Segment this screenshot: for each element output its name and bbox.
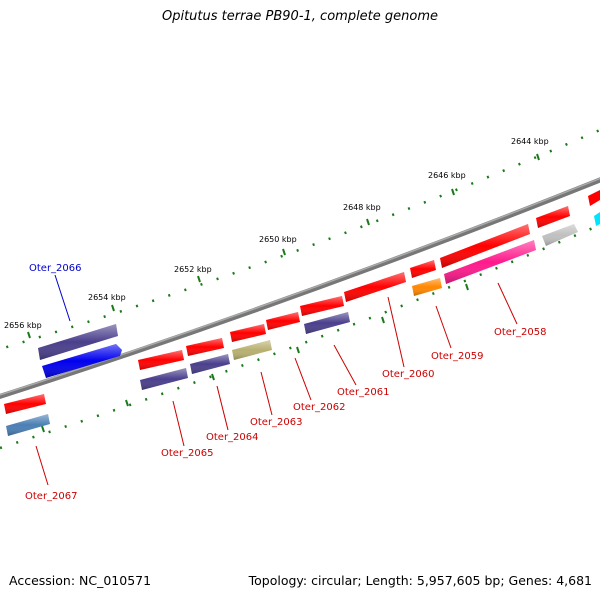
gene-track-outer bbox=[4, 190, 600, 414]
accession-text: Accession: NC_010571 bbox=[9, 573, 152, 588]
gene-inner-cyan[interactable] bbox=[594, 212, 600, 226]
gene-shading-inner bbox=[6, 224, 578, 436]
gene-label-oter-2066: Oter_2066 bbox=[29, 263, 82, 274]
ruler-outer-arc bbox=[0, 128, 600, 351]
gene-label-oter-2059: Oter_2059 bbox=[431, 351, 484, 362]
kbp-label: 2648 kbp bbox=[343, 203, 381, 212]
genome-title: Opitutus terrae PB90-1, complete genome bbox=[161, 9, 439, 24]
topology-text: Topology: circular; Length: 5,957,605 bp… bbox=[248, 573, 592, 588]
ruler-major-ticks-inner bbox=[41, 283, 469, 433]
label-leaders bbox=[35, 274, 518, 486]
gene-label-oter-2062: Oter_2062 bbox=[293, 402, 346, 413]
gene-label-oter-2063: Oter_2063 bbox=[250, 417, 303, 428]
kbp-label: 2650 kbp bbox=[259, 235, 297, 244]
gene-label-oter-2065: Oter_2065 bbox=[161, 448, 214, 459]
kbp-label: 2644 kbp bbox=[511, 137, 549, 146]
gene-label-oter-2064: Oter_2064 bbox=[206, 432, 259, 443]
ruler-major-ticks bbox=[27, 153, 540, 339]
kbp-label: 2652 kbp bbox=[174, 265, 212, 274]
gene-label-oter-2060: Oter_2060 bbox=[382, 369, 435, 380]
gene-outer-10[interactable] bbox=[588, 190, 600, 206]
gene-label-oter-2067: Oter_2067 bbox=[25, 491, 78, 502]
kbp-label: 2654 kbp bbox=[88, 293, 126, 302]
genome-backbone bbox=[0, 177, 600, 400]
kbp-label: 2656 kbp bbox=[4, 321, 42, 330]
gene-shading-outer bbox=[4, 206, 570, 414]
kbp-label: 2646 kbp bbox=[428, 171, 466, 180]
gene-label-oter-2061: Oter_2061 bbox=[337, 387, 390, 398]
gene-label-oter-2058: Oter_2058 bbox=[494, 327, 547, 338]
